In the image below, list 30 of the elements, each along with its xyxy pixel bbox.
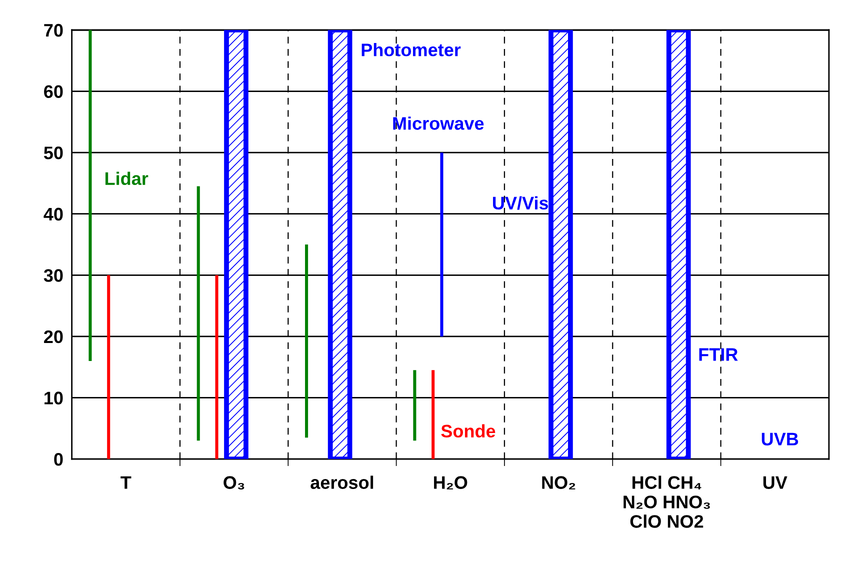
y-tick-label: 50 xyxy=(44,146,63,160)
x-tick-label: HCl CH₄ N₂O HNO₃ ClO NO2 xyxy=(624,476,710,528)
y-tick-label: 30 xyxy=(44,269,63,282)
series-label: Photometer xyxy=(362,43,461,56)
x-tick-label: aerosol xyxy=(310,476,374,489)
y-tick-label: 0 xyxy=(54,452,63,466)
bar xyxy=(413,370,416,441)
y-tick-label: 20 xyxy=(44,330,63,344)
bar xyxy=(107,275,110,460)
series-label: Microwave xyxy=(393,116,484,130)
bar xyxy=(432,370,435,460)
series-label: UV/Vis xyxy=(493,196,548,210)
bar xyxy=(440,152,444,336)
bar xyxy=(305,244,308,438)
bar xyxy=(88,30,92,361)
legend-label: UVB xyxy=(762,432,798,446)
x-tick-label: O₃ xyxy=(224,476,244,490)
series-label: FTIR xyxy=(699,348,738,361)
x-tick-label: NO₂ xyxy=(542,476,576,490)
bar xyxy=(215,275,218,460)
y-tick-label: 70 xyxy=(44,24,63,37)
series-label: Lidar xyxy=(105,172,148,186)
series-label: Sonde xyxy=(441,424,496,438)
bar xyxy=(196,186,200,441)
x-tick-label: H₂O xyxy=(434,476,468,490)
y-tick-label: 10 xyxy=(44,392,63,404)
y-tick-label: 60 xyxy=(44,85,63,98)
x-tick-label: UV xyxy=(763,476,788,489)
y-tick-label: 40 xyxy=(44,208,63,221)
x-tick-label: T xyxy=(120,476,132,489)
